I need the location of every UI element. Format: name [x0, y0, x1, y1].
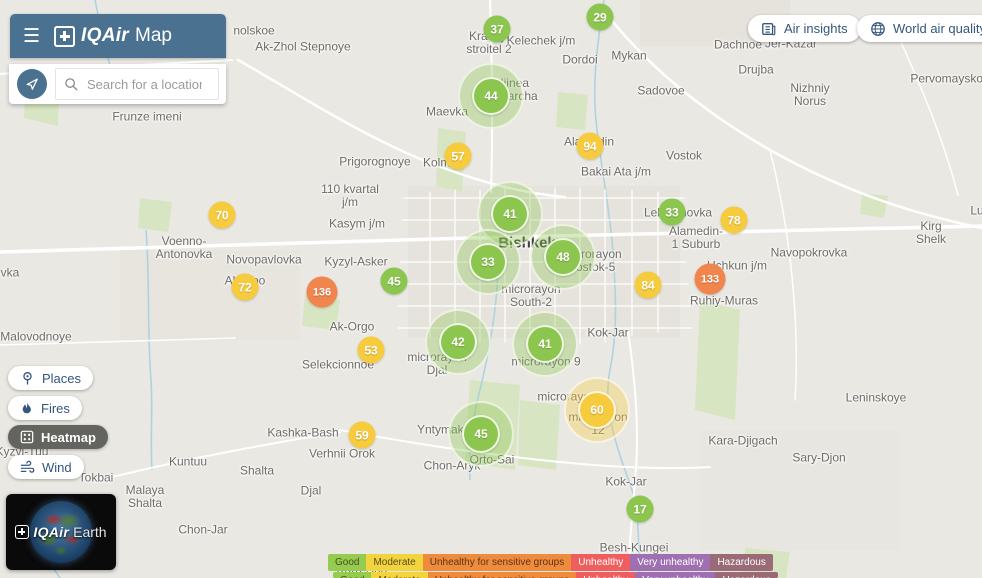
aqi-value: 57 [451, 149, 465, 163]
layer-button-wind[interactable]: Wind [8, 455, 84, 479]
wind-icon [20, 460, 35, 473]
globe-icon [871, 21, 885, 36]
legend-item: Unhealthy for sensitive groups [427, 572, 577, 578]
aqi-marker[interactable]: 48 [544, 238, 582, 276]
earth-plus-icon [15, 525, 30, 539]
earth-globe-image [30, 501, 92, 563]
wind-label: Wind [42, 459, 72, 475]
aqi-marker[interactable]: 53 [357, 336, 385, 364]
aqi-value: 17 [633, 502, 647, 516]
legend-item: Moderate [366, 554, 423, 571]
air-insights-label: Air insights [784, 21, 848, 36]
search-bar [9, 64, 226, 104]
layer-button-fires[interactable]: Fires [8, 396, 82, 420]
legend-item: Good [333, 572, 372, 578]
aqi-marker[interactable]: 72 [231, 273, 259, 301]
aqi-value: 60 [590, 403, 604, 417]
layer-button-heatmap[interactable]: Heatmap [8, 425, 108, 449]
search-input[interactable] [85, 75, 204, 93]
world-air-quality-button[interactable]: World air quality [857, 15, 982, 42]
navigation-arrow-icon [26, 78, 38, 90]
aqi-marker[interactable]: 42 [439, 323, 477, 361]
search-icon [65, 77, 78, 91]
place-pin-icon [23, 371, 32, 384]
aqi-marker[interactable]: 41 [491, 195, 529, 233]
aqi-value: 133 [700, 273, 720, 285]
brand-name: IQAir [81, 25, 129, 46]
aqi-value: 59 [355, 428, 369, 442]
aqi-value: 78 [727, 213, 741, 227]
legend-item: Moderate [371, 572, 428, 578]
air-insights-button[interactable]: Air insights [748, 15, 861, 42]
iqair-earth-card[interactable]: IQAir Earth [6, 494, 116, 570]
aqi-marker[interactable]: 70 [208, 201, 236, 229]
aqi-marker[interactable]: 133 [694, 263, 726, 295]
earth-brand: IQAir [33, 524, 70, 540]
aqi-marker-halo[interactable] [455, 229, 521, 295]
aqi-value: 41 [503, 207, 517, 221]
aqi-value: 45 [387, 274, 401, 288]
aqi-marker[interactable]: 60 [578, 391, 616, 429]
search-field-box [55, 68, 219, 100]
world-air-quality-label: World air quality [893, 21, 982, 36]
earth-product: Earth [73, 524, 107, 540]
aqi-marker[interactable]: 94 [576, 132, 604, 160]
iqair-logo[interactable]: IQAir Map [54, 25, 172, 47]
aqi-marker[interactable]: 41 [526, 325, 564, 363]
product-name: Map [135, 25, 172, 46]
aqi-value: 41 [538, 337, 552, 351]
places-label: Places [42, 370, 82, 386]
aqi-value: 136 [312, 286, 332, 298]
aqi-value: 33 [481, 255, 495, 269]
aqi-marker[interactable]: 78 [720, 206, 748, 234]
aqi-marker[interactable]: 17 [626, 495, 654, 523]
aqi-value: 48 [556, 250, 570, 264]
aqi-marker[interactable]: 45 [380, 267, 408, 295]
flame-icon [22, 401, 31, 413]
aqi-value: 72 [238, 280, 252, 294]
aqi-marker[interactable]: 59 [348, 421, 376, 449]
fires-label: Fires [41, 400, 70, 416]
aqi-value: 44 [484, 89, 498, 103]
aqi-marker[interactable]: 33 [658, 198, 686, 226]
app-header: ☰ IQAir Map [10, 14, 226, 58]
iqair-plus-icon [54, 25, 76, 47]
heatmap-icon [20, 430, 34, 444]
aqi-marker[interactable]: 33 [469, 243, 507, 281]
aqi-value: 29 [593, 10, 607, 24]
aqi-value: 37 [490, 22, 504, 36]
heatmap-label: Heatmap [41, 429, 96, 445]
aqi-marker[interactable]: 45 [462, 415, 500, 453]
aqi-value: 45 [474, 427, 488, 441]
aqi-value: 42 [451, 335, 465, 349]
aqi-marker[interactable]: 29 [586, 3, 614, 31]
aqi-marker[interactable]: 44 [472, 77, 510, 115]
aqi-marker[interactable]: 84 [634, 271, 662, 299]
legend-item: Unhealthy [571, 554, 631, 571]
legend-item: Very unhealthy [635, 572, 716, 578]
aqi-value: 84 [641, 278, 655, 292]
aqi-value: 70 [215, 208, 229, 222]
legend-item: Unhealthy for sensitive groups [422, 554, 572, 571]
earth-logo: IQAir Earth [15, 524, 107, 540]
aqi-legend: Good Moderate Unhealthy for sensitive grou… [328, 554, 773, 571]
aqi-marker[interactable]: 57 [444, 142, 472, 170]
news-icon [762, 22, 776, 35]
menu-icon[interactable]: ☰ [23, 25, 41, 47]
aqi-value: 94 [583, 139, 597, 153]
layer-button-places[interactable]: Places [8, 366, 94, 390]
aqi-marker[interactable]: 136 [306, 276, 338, 308]
aqi-marker[interactable]: 37 [483, 15, 511, 43]
legend-item: Unhealthy [576, 572, 636, 578]
legend-item: Very unhealthy [630, 554, 711, 571]
legend-item: Hazardous [715, 572, 778, 578]
aqi-value: 53 [364, 343, 378, 357]
aqi-value: 33 [665, 205, 679, 219]
legend-item: Good [328, 554, 367, 571]
legend-item: Hazardous [710, 554, 773, 571]
locate-me-button[interactable] [17, 69, 47, 99]
